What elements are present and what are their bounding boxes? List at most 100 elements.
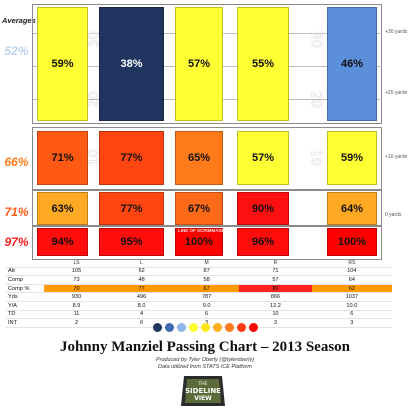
yard-marker-label: +30 yards: [385, 29, 408, 35]
table-cell: 9.0: [174, 301, 240, 311]
heat-cell: 65%: [175, 131, 223, 185]
table-cell: 6: [174, 310, 240, 320]
stats-table: LS L M R RS Att 105 62 87 71 104 Comp 73 48 58 57 64 Comp…: [6, 259, 392, 328]
table-row-label: Comp %: [6, 284, 44, 294]
table-cell: 58: [174, 275, 240, 285]
heat-cell: 67%: [175, 192, 223, 225]
band-average: 66%: [4, 155, 29, 169]
table-cell: 4: [109, 310, 175, 320]
table-row-label: Y/A: [6, 301, 44, 311]
heat-cell: 64%: [327, 192, 377, 225]
heat-cell: 77%: [99, 192, 164, 225]
table-row-label: Yds: [6, 292, 44, 302]
chart-subtitle-source: Data utilized from STATS ICE Platform: [158, 364, 252, 370]
table-cell: 67: [174, 284, 240, 294]
legend-color-dot: [152, 323, 162, 332]
table-cell: 105: [44, 267, 110, 277]
table-cell: 57: [239, 275, 312, 285]
field-yard-number: 30: [307, 31, 323, 48]
table-cell: 496: [109, 292, 175, 302]
table-cell: 2: [44, 318, 110, 328]
heat-cell: 57%: [237, 131, 289, 185]
table-row-label: INT: [6, 318, 44, 328]
heat-cell: 90%: [237, 192, 289, 225]
logo-text-main: SIDELINE: [185, 387, 221, 395]
heat-cell: 59%: [327, 131, 377, 185]
table-header-cell: R: [239, 259, 312, 268]
legend-color-dot: [212, 323, 222, 332]
table-cell: 12.2: [239, 301, 312, 311]
table-cell: 87: [174, 267, 240, 277]
table-cell: 6: [311, 310, 392, 320]
legend-color-dot: [248, 323, 258, 332]
heat-cell: 46%: [327, 7, 377, 121]
table-header-row: LS L M R RS: [6, 259, 392, 268]
heat-cell: 95%: [99, 228, 164, 256]
field-yard-number: 20: [86, 91, 102, 108]
table-cell: 11: [44, 310, 110, 320]
band-average: 71%: [4, 205, 29, 219]
table-cell: 64: [311, 275, 392, 285]
table-cell: 62: [109, 267, 175, 277]
table-header-cell: RS: [311, 259, 392, 268]
chart-title: Johnny Manziel Passing Chart – 2013 Seas…: [59, 339, 351, 355]
color-legend: [0, 322, 410, 334]
band-average: 97%: [4, 235, 29, 249]
field-yard-number: 30: [86, 31, 102, 48]
table-cell: 8.9: [44, 301, 110, 311]
table-cell: 3: [239, 318, 312, 328]
table-cell: 62: [311, 284, 392, 294]
table-cell: 930: [44, 292, 110, 302]
heat-cell: 96%: [237, 228, 289, 256]
legend-color-dot: [188, 323, 198, 332]
band-heading: Averages: [2, 16, 36, 25]
table-row: Y/A 8.9 8.0 9.0 12.2 10.0: [6, 301, 392, 311]
field-yard-number: 10: [307, 149, 323, 166]
table-row-label: Att: [6, 267, 44, 277]
table-row: TD 11 4 6 10 6: [6, 310, 392, 320]
heat-cell: 57%: [175, 7, 223, 121]
sideline-view-logo: THE SIDELINE VIEW: [181, 376, 225, 406]
table-cell: 10.0: [311, 301, 392, 311]
table-cell: 73: [44, 275, 110, 285]
heat-cell: 63%: [37, 192, 88, 225]
table-cell: 71: [239, 267, 312, 277]
heat-cell: 55%: [237, 7, 289, 121]
field-yard-number: 10: [86, 149, 102, 166]
table-cell: 787: [174, 292, 240, 302]
field-band-frame: [32, 127, 382, 191]
line-of-scrimmage-label: LINE OF SCRIMMAGE: [178, 228, 225, 233]
table-header-cell: L: [109, 259, 175, 268]
logo-text-sub: VIEW: [194, 395, 212, 402]
band-average: 52%: [4, 44, 29, 58]
table-row: Att 105 62 87 71 104: [6, 267, 392, 277]
table-header-cell: M: [174, 259, 240, 268]
table-header-cell: [6, 259, 44, 268]
table-cell: 10: [239, 310, 312, 320]
legend-color-dot: [236, 323, 246, 332]
legend-color-dot: [176, 323, 186, 332]
table-cell: 3: [311, 318, 392, 328]
field-band-frame: [32, 4, 382, 124]
table-cell: 80: [239, 284, 312, 294]
logo-text-top: THE: [198, 381, 208, 387]
heat-cell: 59%: [37, 7, 88, 121]
table-row: Yds 930 496 787 866 1037: [6, 292, 392, 302]
table-cell: 104: [311, 267, 392, 277]
heat-cell: 100%: [175, 228, 223, 256]
yard-marker-label: +10 yards: [385, 154, 408, 160]
yard-marker-label: +20 yards: [385, 90, 408, 96]
table-row-label: Comp: [6, 275, 44, 285]
table-cell: 70: [44, 284, 110, 294]
heat-cell: 100%: [327, 228, 377, 256]
table-header-cell: LS: [44, 259, 110, 268]
table-cell: 77: [109, 284, 175, 294]
heat-cell: 71%: [37, 131, 88, 185]
field-yard-number: 20: [307, 91, 323, 108]
yard-marker-label: 0 yards: [385, 212, 402, 218]
table-cell: 48: [109, 275, 175, 285]
legend-color-dot: [200, 323, 210, 332]
legend-color-dot: [224, 323, 234, 332]
table-cell: 866: [239, 292, 312, 302]
heat-cell: 38%: [99, 7, 164, 121]
